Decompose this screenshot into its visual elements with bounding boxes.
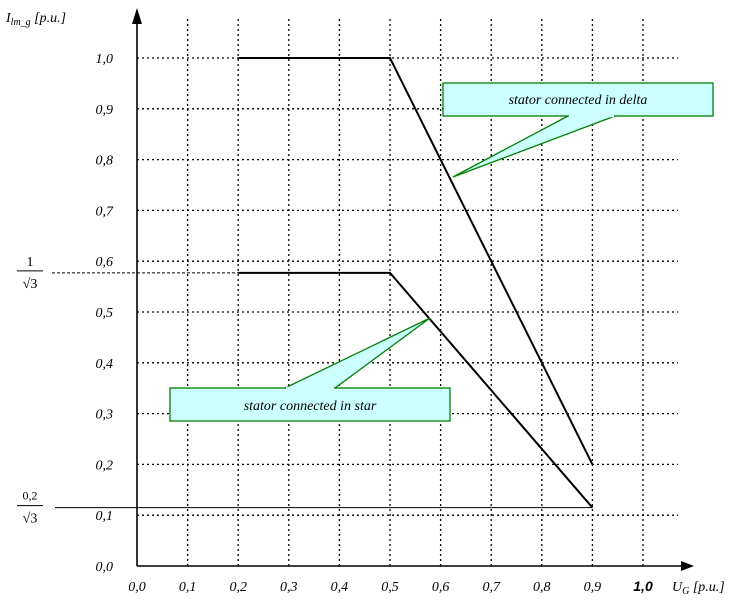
x-tick-label: 0,7 — [482, 580, 501, 595]
series-delta-line — [238, 57, 594, 465]
y-tick-label: 0,8 — [96, 154, 114, 169]
y-marker: 1√3 — [17, 255, 239, 292]
y-tick-label: 0,5 — [96, 306, 114, 321]
axes — [132, 8, 694, 571]
callout-box — [442, 82, 714, 117]
y-tick-label: 0,6 — [96, 255, 114, 270]
x-tick-label: 0,1 — [179, 580, 197, 595]
callout-label: stator connected in star — [244, 399, 377, 414]
marker-numerator: 0,2 — [23, 489, 38, 503]
callout-pointer — [452, 115, 616, 178]
marker-denominator: √3 — [23, 277, 38, 292]
x-tick-label: 0,6 — [432, 580, 450, 595]
callout-star: stator connected in star — [169, 317, 451, 422]
x-axis-arrow — [681, 561, 694, 571]
series-star-line — [238, 271, 594, 509]
callout-delta: stator connected in delta — [442, 82, 714, 178]
callouts: stator connected in delta stator connecte… — [169, 82, 714, 422]
y-tick-label: 0,2 — [96, 458, 114, 473]
callout-pointer — [284, 317, 431, 389]
marker-numerator: 1 — [27, 255, 34, 270]
x-axis-label: UG [p.u.] — [672, 580, 725, 597]
y-tick-label: 0,1 — [96, 509, 114, 524]
callout-label: stator connected in delta — [509, 93, 648, 108]
y-axis-arrow — [132, 8, 142, 24]
y-axis-label: Ilm_g [p.u.] — [5, 11, 66, 28]
y-tick-label: 0,9 — [96, 103, 114, 118]
x-tick-label: 0,8 — [533, 580, 551, 595]
y-tick-label: 0,7 — [96, 204, 115, 219]
x-tick-labels: 0,0 0,1 0,2 0,3 0,4 0,5 0,6 0,7 0,8 0,9 1,0 — [128, 578, 653, 595]
y-tick-label: 0,3 — [96, 408, 114, 423]
y-marker: 0,2 √3 — [17, 489, 593, 527]
y-tick-label: 1,0 — [96, 52, 114, 67]
x-tick-label: 0,9 — [584, 580, 602, 595]
x-tick-label: 0,5 — [381, 580, 399, 595]
y-markers: 1√30,2√3 — [17, 255, 593, 527]
series — [238, 57, 594, 509]
x-tick-label: 0,2 — [229, 580, 247, 595]
x-tick-label: 1,0 — [633, 578, 653, 594]
axis-labels: Ilm_g [p.u.] UG [p.u.] — [5, 11, 725, 597]
marker-denominator: √3 — [23, 512, 38, 527]
x-tick-label: 0,3 — [280, 580, 298, 595]
y-tick-label: 0,4 — [96, 357, 114, 372]
x-tick-label: 0,0 — [128, 580, 146, 595]
y-tick-labels: 0,0 0,1 0,2 0,3 0,4 0,5 0,6 0,7 0,8 0,9 1,0 — [96, 52, 115, 575]
x-tick-label: 0,4 — [331, 580, 349, 595]
y-tick-label: 0,0 — [96, 560, 114, 575]
